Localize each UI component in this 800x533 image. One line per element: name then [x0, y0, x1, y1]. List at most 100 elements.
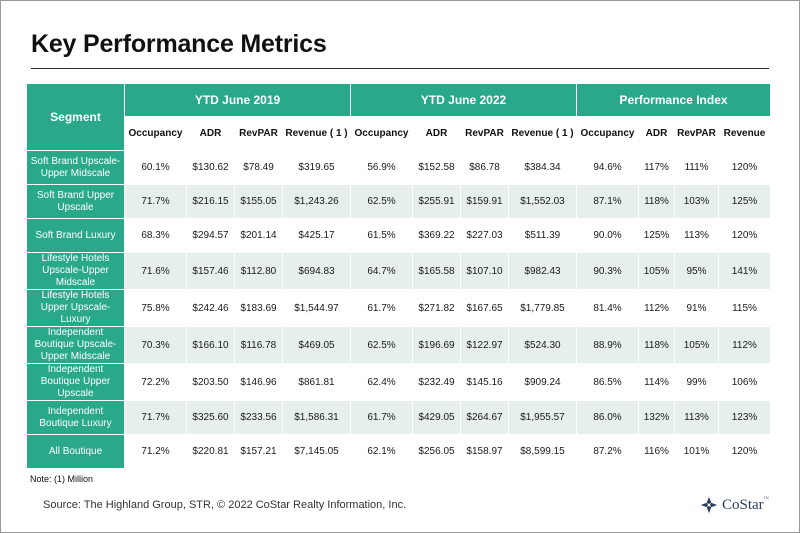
column-header: Revenue ( 1 )	[282, 116, 351, 151]
metric-cell: 86.0%	[576, 400, 639, 435]
metric-cell: 56.9%	[350, 150, 413, 185]
metric-cell: $78.49	[234, 150, 283, 185]
metric-cell: $116.78	[234, 326, 283, 364]
metric-cell: $256.05	[412, 434, 461, 469]
metric-cell: $146.96	[234, 363, 283, 401]
metric-cell: $1,552.03	[508, 184, 577, 219]
metric-cell: 62.5%	[350, 184, 413, 219]
metric-cell: 72.2%	[124, 363, 187, 401]
metric-cell: 113%	[674, 400, 719, 435]
metric-cell: 71.7%	[124, 184, 187, 219]
metric-cell: $155.05	[234, 184, 283, 219]
column-header: RevPAR	[460, 116, 509, 151]
column-header: RevPAR	[234, 116, 283, 151]
column-header: ADR	[638, 116, 675, 151]
metric-cell: 116%	[638, 434, 675, 469]
metric-cell: 64.7%	[350, 252, 413, 290]
metric-cell: $232.49	[412, 363, 461, 401]
metric-cell: $294.57	[186, 218, 235, 253]
metric-cell: 68.3%	[124, 218, 187, 253]
metric-cell: $7,145.05	[282, 434, 351, 469]
footnote: Note: (1) Million	[30, 474, 94, 484]
metric-cell: 71.2%	[124, 434, 187, 469]
metric-cell: $264.67	[460, 400, 509, 435]
metric-cell: 60.1%	[124, 150, 187, 185]
column-header: Revenue	[717, 116, 772, 151]
kpi-table: Segment YTD June 2019 YTD June 2022 Perf…	[26, 83, 772, 469]
metric-cell: $384.34	[508, 150, 577, 185]
metric-cell: $165.58	[412, 252, 461, 290]
metric-cell: $271.82	[412, 289, 461, 327]
segment-label: Lifestyle Hotels Upper Upscale-Luxury	[26, 289, 125, 327]
metric-cell: $203.50	[186, 363, 235, 401]
costar-logo: CoStar™	[700, 496, 769, 514]
metric-cell: 125%	[717, 184, 772, 219]
group-header-2019: YTD June 2019	[124, 83, 351, 117]
metric-cell: $166.10	[186, 326, 235, 364]
metric-cell: 113%	[674, 218, 719, 253]
metric-cell: 120%	[717, 218, 772, 253]
column-header: Revenue ( 1 )	[508, 116, 577, 151]
metric-cell: 70.3%	[124, 326, 187, 364]
metric-cell: 114%	[638, 363, 675, 401]
logo-wordmark: CoStar™	[722, 496, 769, 513]
metric-cell: 117%	[638, 150, 675, 185]
metric-cell: 132%	[638, 400, 675, 435]
metric-cell: $1,779.85	[508, 289, 577, 327]
metric-cell: $861.81	[282, 363, 351, 401]
segment-label: Independent Boutique Upscale-Upper Midsc…	[26, 326, 125, 364]
segment-label: Soft Brand Upper Upscale	[26, 184, 125, 219]
metric-cell: 62.1%	[350, 434, 413, 469]
segment-label: Independent Boutique Luxury	[26, 400, 125, 435]
metric-cell: 95%	[674, 252, 719, 290]
metric-cell: $319.65	[282, 150, 351, 185]
costar-logo-icon	[700, 496, 718, 514]
table-row: Independent Boutique Upper Upscale 72.2% $…	[26, 363, 772, 401]
segment-label: All Boutique	[26, 434, 125, 469]
metric-cell: $158.97	[460, 434, 509, 469]
metric-cell: 90.0%	[576, 218, 639, 253]
metric-cell: 75.8%	[124, 289, 187, 327]
metric-cell: 91%	[674, 289, 719, 327]
metric-cell: $112.80	[234, 252, 283, 290]
metric-cell: $86.78	[460, 150, 509, 185]
metric-cell: 88.9%	[576, 326, 639, 364]
metric-cell: 115%	[717, 289, 772, 327]
metric-cell: $369.22	[412, 218, 461, 253]
metric-cell: 61.5%	[350, 218, 413, 253]
metric-cell: 105%	[638, 252, 675, 290]
page-title: Key Performance Metrics	[31, 30, 327, 58]
segment-header: Segment	[26, 83, 125, 151]
metric-cell: $1,586.31	[282, 400, 351, 435]
title-divider	[31, 68, 769, 69]
metric-cell: $157.46	[186, 252, 235, 290]
metric-cell: $511.39	[508, 218, 577, 253]
metric-cell: $425.17	[282, 218, 351, 253]
metric-cell: 141%	[717, 252, 772, 290]
column-header: Occupancy	[576, 116, 639, 151]
metric-cell: 105%	[674, 326, 719, 364]
metric-cell: $982.43	[508, 252, 577, 290]
metric-cell: $157.21	[234, 434, 283, 469]
metric-cell: $694.83	[282, 252, 351, 290]
metric-cell: $429.05	[412, 400, 461, 435]
segment-label: Lifestyle Hotels Upscale-Upper Midscale	[26, 252, 125, 290]
table-row: Lifestyle Hotels Upper Upscale-Luxury 75.…	[26, 289, 772, 327]
source-line: Source: The Highland Group, STR, © 2022 …	[43, 499, 407, 511]
segment-label: Independent Boutique Upper Upscale	[26, 363, 125, 401]
table-body: Soft Brand Upscale-Upper Midscale 60.1% $1…	[26, 150, 772, 469]
metric-cell: $122.97	[460, 326, 509, 364]
metric-cell: $1,955.57	[508, 400, 577, 435]
metric-cell: $227.03	[460, 218, 509, 253]
metric-cell: 87.1%	[576, 184, 639, 219]
metric-cell: $1,544.97	[282, 289, 351, 327]
metric-cell: $201.14	[234, 218, 283, 253]
metric-cell: $167.65	[460, 289, 509, 327]
column-header: ADR	[186, 116, 235, 151]
metric-cell: $216.15	[186, 184, 235, 219]
table-row: Independent Boutique Upscale-Upper Midsc…	[26, 326, 772, 364]
column-header: RevPAR	[674, 116, 719, 151]
table-row: Soft Brand Upper Upscale 71.7% $216.15 $155…	[26, 184, 772, 219]
table-row: Soft Brand Upscale-Upper Midscale 60.1% $1…	[26, 150, 772, 185]
metric-cell: 118%	[638, 184, 675, 219]
